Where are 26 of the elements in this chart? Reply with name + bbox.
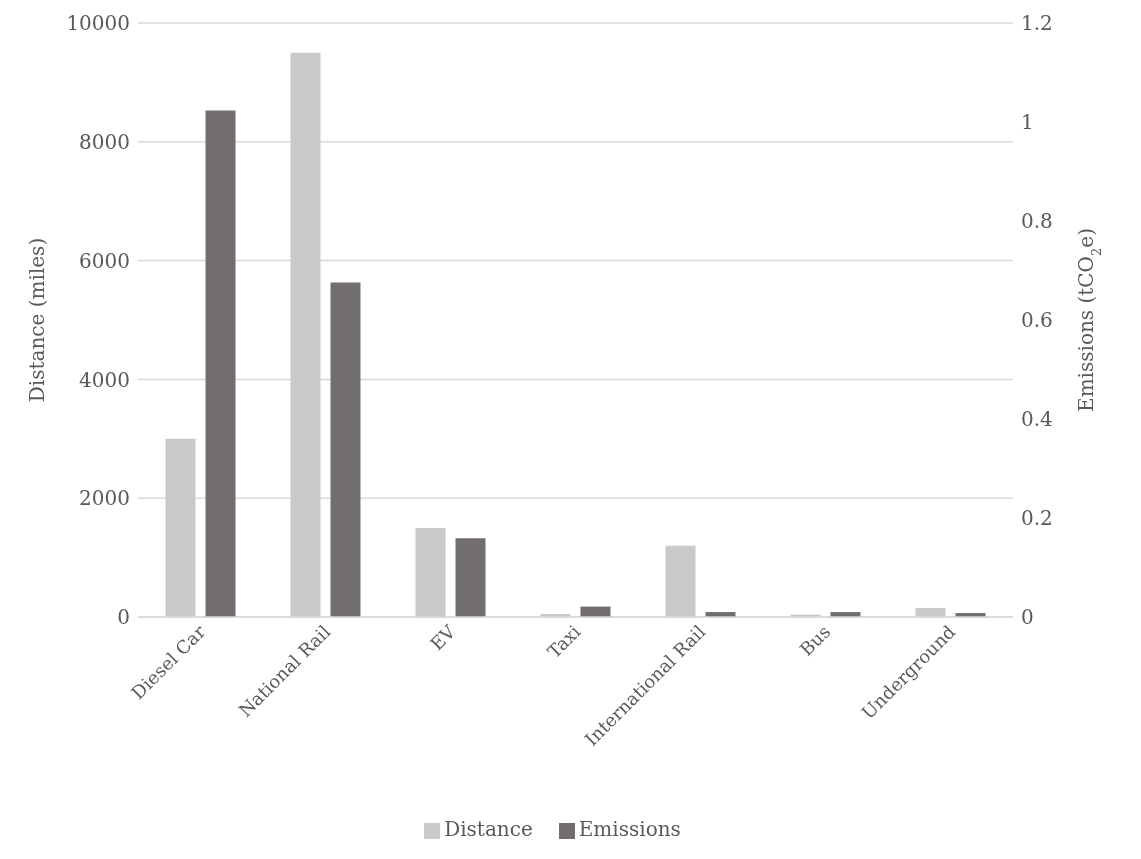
bar (205, 110, 236, 617)
legend-label: Emissions (578, 817, 681, 841)
y2-tick-label: 0.6 (1021, 308, 1053, 333)
y2-tick-label: 1.2 (1021, 11, 1053, 36)
y-tick-label: 2000 (79, 486, 130, 511)
bar (665, 545, 696, 617)
y2-tick-label: 1 (1021, 110, 1034, 135)
y2-tick-label: 0.2 (1021, 506, 1053, 531)
y-tick-label: 10000 (66, 11, 130, 36)
y-tick-label: 0 (117, 605, 130, 630)
y-axis-title: Distance (miles) (25, 237, 49, 403)
bar (455, 538, 486, 617)
legend-label: Distance (444, 817, 533, 841)
y2-tick-label: 0 (1021, 605, 1034, 630)
bar (165, 438, 196, 617)
x-tick-label: EV (425, 620, 461, 655)
y-tick-label: 8000 (79, 129, 130, 154)
y-tick-label: 6000 (79, 248, 130, 273)
y2-tick-label: 0.4 (1021, 407, 1053, 432)
bar (415, 527, 446, 617)
y-tick-label: 4000 (79, 367, 130, 392)
bar (330, 282, 361, 617)
bar (290, 52, 321, 617)
bar (915, 608, 946, 617)
y2-tick-label: 0.8 (1021, 209, 1053, 234)
x-tick-label: Bus (795, 620, 835, 660)
